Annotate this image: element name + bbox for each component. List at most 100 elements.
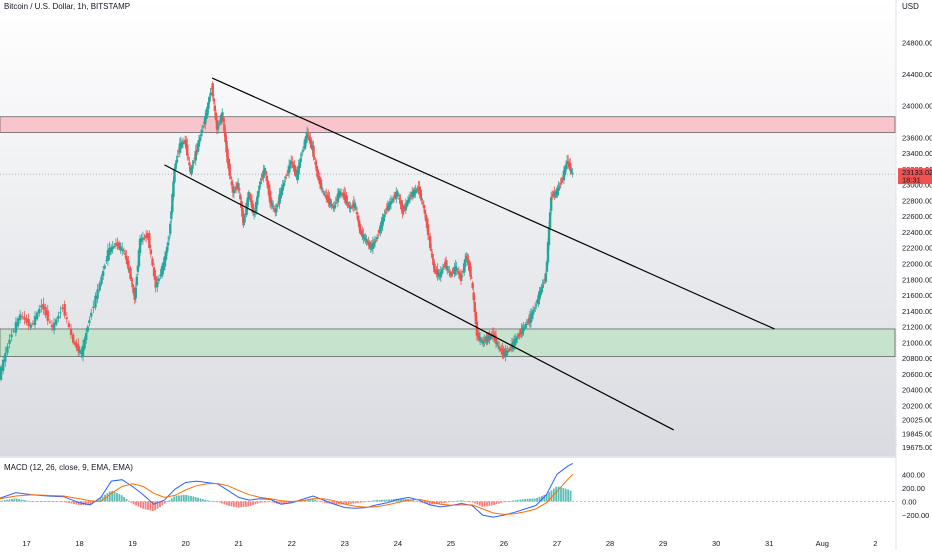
candle-body — [98, 283, 101, 291]
price-tick-label: 24800.00 — [902, 39, 932, 48]
macd-histogram-bar — [381, 499, 383, 502]
candle-body — [262, 170, 265, 178]
candle-body — [159, 274, 162, 276]
macd-histogram-bar — [345, 501, 348, 505]
x-tick-label: 21 — [235, 539, 243, 548]
candle-body — [269, 197, 273, 205]
candle-body — [518, 333, 521, 337]
candle-body — [101, 271, 105, 277]
candle-body — [63, 304, 66, 316]
candle-body — [38, 308, 41, 314]
candle-body — [374, 239, 378, 241]
candle-body — [469, 266, 472, 277]
candle-body — [8, 339, 11, 344]
macd-histogram-bar — [56, 501, 59, 503]
macd-histogram-bar — [182, 494, 185, 502]
macd-histogram-bar — [18, 499, 20, 502]
macd-histogram-bar — [548, 492, 550, 502]
candle-body — [296, 169, 299, 181]
macd-histogram-bar — [46, 501, 49, 503]
macd-histogram-bar — [101, 496, 104, 502]
candle-body — [83, 339, 86, 349]
candle-body — [364, 238, 367, 240]
candle-body — [560, 179, 563, 183]
macd-histogram-bar — [221, 501, 223, 504]
macd-histogram-bar — [237, 501, 240, 508]
macd-histogram-bar — [342, 501, 345, 505]
candle-body — [569, 163, 572, 171]
macd-histogram-bar — [366, 501, 369, 503]
candle-body — [96, 289, 99, 299]
candle-body — [92, 306, 95, 309]
candle-body — [473, 302, 476, 312]
candle-body — [517, 336, 520, 338]
candle-body — [532, 309, 536, 311]
macd-histogram-bar — [32, 501, 35, 503]
macd-histogram-bar — [233, 501, 235, 507]
candle-body — [163, 256, 167, 267]
candle-body — [333, 205, 336, 209]
macd-histogram-bar — [517, 499, 519, 502]
candle-body — [194, 150, 197, 161]
macd-histogram-bar — [533, 498, 536, 502]
candle-body — [154, 276, 157, 288]
macd-histogram-bar — [347, 501, 350, 505]
macd-histogram-bar — [135, 501, 137, 506]
candle-body — [383, 215, 386, 218]
macd-histogram-bar — [0, 500, 1, 502]
macd-histogram-bar — [34, 501, 37, 503]
candle-body — [382, 217, 385, 222]
candle-body — [121, 248, 124, 251]
price-tick-label: 23000.00 — [902, 181, 932, 190]
candle-body — [59, 312, 62, 314]
candle-body — [69, 328, 73, 335]
macd-histogram-bar — [206, 500, 209, 502]
macd-histogram-bar — [271, 501, 274, 503]
candle-body — [404, 203, 408, 211]
macd-histogram-bar — [462, 500, 465, 502]
candle-body — [385, 207, 388, 211]
macd-histogram-bar — [555, 486, 558, 502]
macd-histogram-bar — [488, 501, 491, 506]
price-tick-label: 22000.00 — [902, 260, 932, 269]
candle-body — [270, 202, 274, 207]
candle-body — [459, 274, 463, 281]
candle-body — [90, 312, 93, 317]
candle-body — [303, 139, 307, 149]
candle-body — [363, 236, 366, 239]
candle-body — [25, 318, 28, 323]
macd-histogram-bar — [244, 501, 247, 507]
macd-histogram-bar — [290, 501, 293, 503]
currency-label: USD — [902, 2, 919, 11]
macd-histogram-bar — [139, 501, 142, 508]
macd-histogram-bar — [20, 499, 23, 502]
price-tick-label: 21400.00 — [902, 307, 932, 316]
macd-histogram-bar — [194, 497, 197, 502]
candle-body — [558, 185, 561, 188]
macd-histogram-bar — [53, 501, 56, 503]
candle-body — [160, 266, 164, 277]
macd-histogram-bar — [51, 501, 54, 503]
macd-histogram-bar — [493, 501, 496, 505]
candle-body — [450, 273, 453, 276]
candle-body — [381, 219, 384, 227]
candle-body — [448, 271, 451, 273]
price-tick-label: 19845.00 — [902, 430, 932, 439]
candle-body — [197, 140, 201, 147]
candle-body — [12, 330, 15, 332]
candle-body — [397, 194, 400, 196]
candle-body — [100, 276, 103, 284]
macd-histogram-bar — [505, 501, 507, 503]
macd-histogram-bar — [419, 501, 422, 503]
candle-body — [10, 334, 13, 338]
macd-histogram-bar — [359, 501, 362, 503]
candle-body — [301, 149, 305, 152]
candle-body — [171, 193, 174, 212]
candle-body — [228, 163, 231, 176]
macd-histogram-bar — [247, 501, 250, 507]
candle-body — [132, 287, 135, 294]
macd-histogram-bar — [240, 501, 242, 508]
macd-histogram-bar — [443, 501, 445, 504]
candle-body — [130, 279, 133, 281]
